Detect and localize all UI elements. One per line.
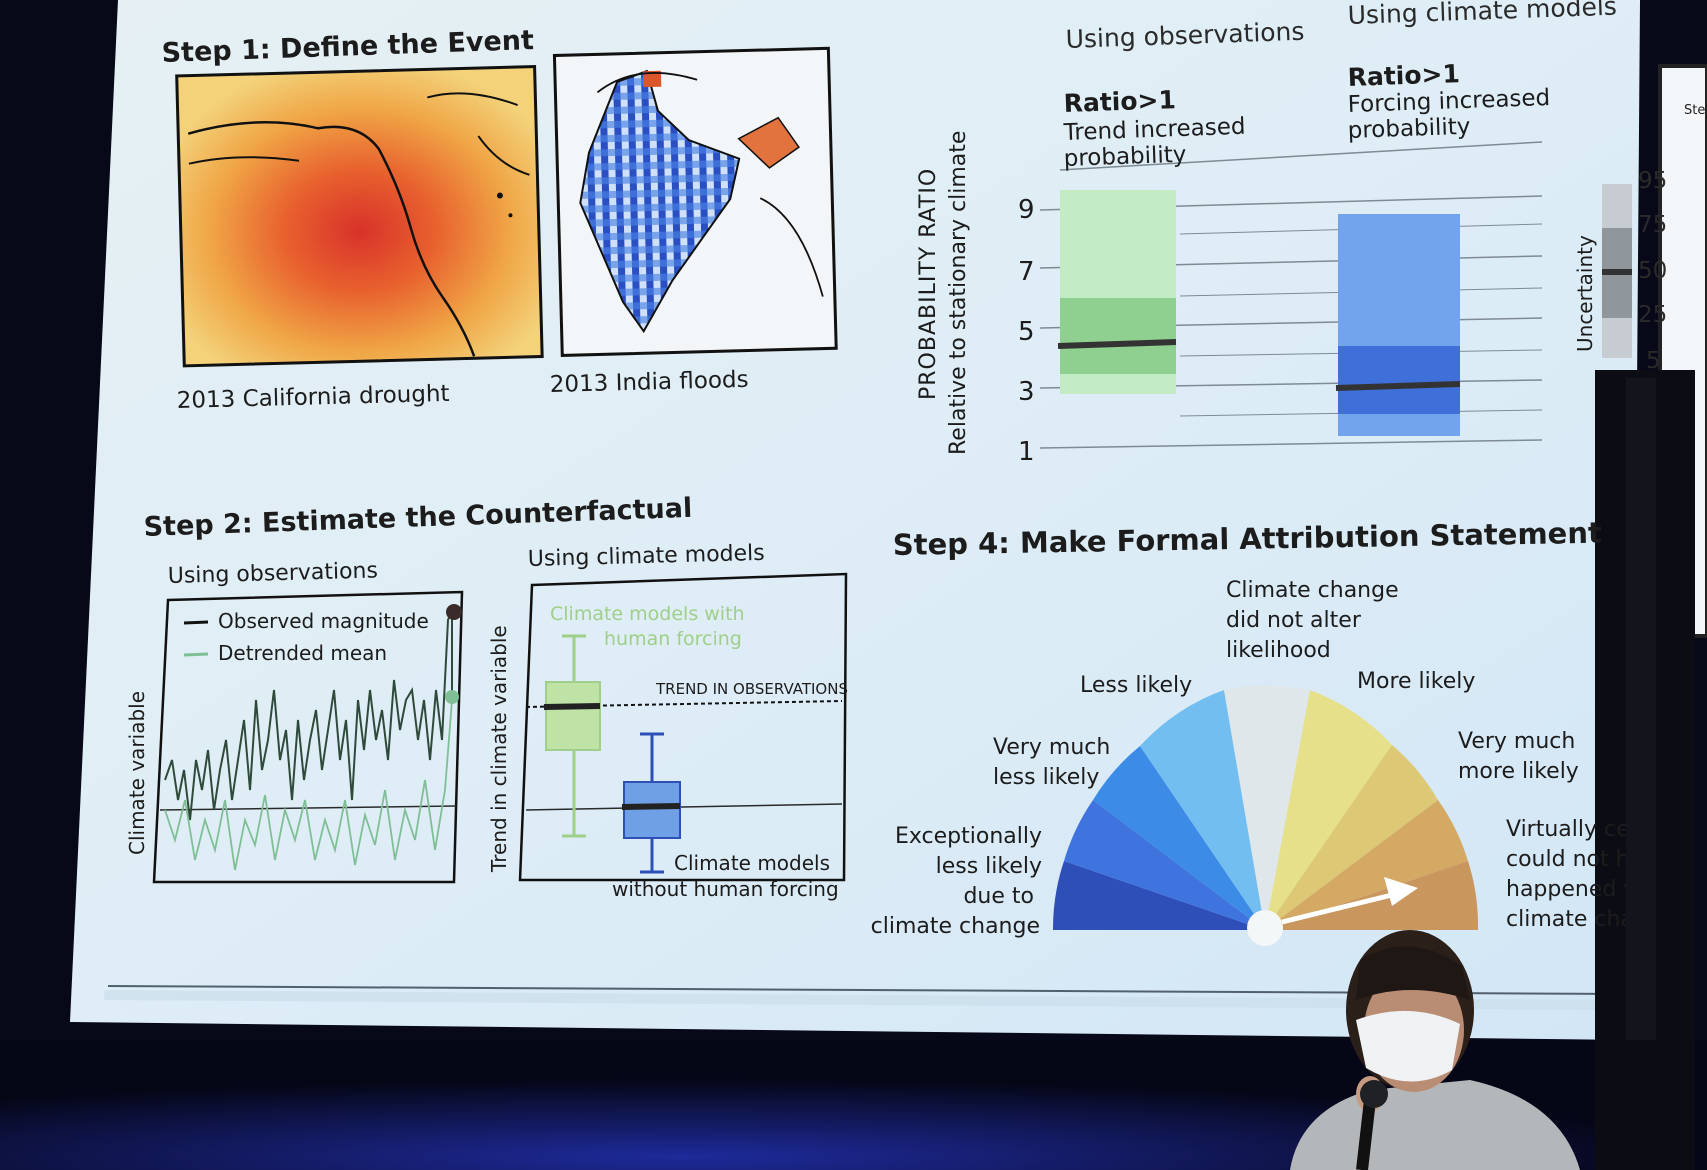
label-virtually-1: Virtually ce	[1506, 817, 1630, 842]
uncertainty-tick-75: 75	[1638, 212, 1667, 238]
label-very-more-2: more likely	[1458, 759, 1579, 784]
legend-detrended: Detrended mean	[218, 641, 387, 665]
models-desc-2: probability	[1347, 114, 1471, 144]
ytick-1: 1	[1018, 437, 1035, 467]
label-exceptional-3: due to	[963, 884, 1034, 909]
step1-caption-right: 2013 India floods	[549, 367, 748, 398]
label-virtually-4: climate cha	[1506, 907, 1634, 932]
label-virtually-3: happened v	[1506, 877, 1636, 902]
with-forcing-label-2: human forcing	[604, 628, 742, 650]
ytick-7: 7	[1018, 257, 1035, 287]
step3-ylabel-1: PROBABILITY RATIO	[916, 168, 941, 400]
uncertainty-tick-50: 50	[1638, 258, 1667, 284]
models-boxplot-panel	[518, 572, 848, 882]
label-exceptional-4: climate change	[871, 914, 1040, 939]
uncertainty-tick-5: 5	[1646, 348, 1661, 374]
label-more-likely: More likely	[1357, 669, 1475, 694]
obs-desc-1: Trend increased	[1062, 114, 1246, 146]
attribution-gauge	[1052, 685, 1479, 946]
uncertainty-tick-25: 25	[1638, 302, 1667, 328]
label-no-change-1: Climate change	[1226, 578, 1399, 603]
label-very-more-1: Very much	[1458, 729, 1575, 754]
legend-observed: Observed magnitude	[218, 609, 429, 633]
uncertainty-tick-95: 95	[1638, 168, 1667, 194]
models-ratio-label: Ratio>1	[1347, 59, 1460, 92]
speaker-person	[1290, 930, 1580, 1170]
obs-ylabel: Climate variable	[125, 691, 149, 855]
probability-ratio-chart	[1039, 141, 1543, 449]
without-forcing-label-2: without human forcing	[612, 877, 839, 901]
ytick-9: 9	[1018, 195, 1035, 225]
obs-ratio-label: Ratio>1	[1063, 85, 1176, 118]
label-exceptional-2: less likely	[936, 854, 1042, 879]
label-no-change-3: likelihood	[1226, 638, 1331, 663]
ytick-3: 3	[1018, 377, 1035, 407]
label-virtually-2: could not h	[1506, 847, 1630, 872]
trend-in-observations-label: TREND IN OBSERVATIONS	[655, 680, 848, 698]
obs-desc-2: probability	[1063, 142, 1187, 172]
label-no-change-2: did not alter	[1226, 608, 1362, 633]
side-panel-label: Ste	[1684, 103, 1705, 118]
uncertainty-legend	[1602, 184, 1632, 358]
models-ylabel: Trend in climate variable	[487, 625, 511, 873]
label-very-less-2: less likely	[993, 765, 1099, 790]
without-forcing-label-1: Climate models	[674, 851, 830, 875]
with-forcing-label-1: Climate models with	[550, 603, 745, 625]
step3-ylabel-2: Relative to stationary climate	[946, 131, 971, 455]
india-floods-map	[552, 46, 838, 357]
step2-obs-heading: Using observations	[168, 559, 379, 589]
observations-timeseries-panel	[152, 590, 464, 884]
label-exceptional-1: Exceptionally	[895, 824, 1042, 849]
step2-models-heading: Using climate models	[528, 541, 766, 572]
label-very-less-1: Very much	[993, 735, 1110, 760]
label-less-likely: Less likely	[1080, 673, 1192, 698]
ytick-5: 5	[1018, 317, 1035, 347]
california-drought-map	[175, 65, 544, 368]
uncertainty-label: Uncertainty	[1573, 235, 1597, 352]
